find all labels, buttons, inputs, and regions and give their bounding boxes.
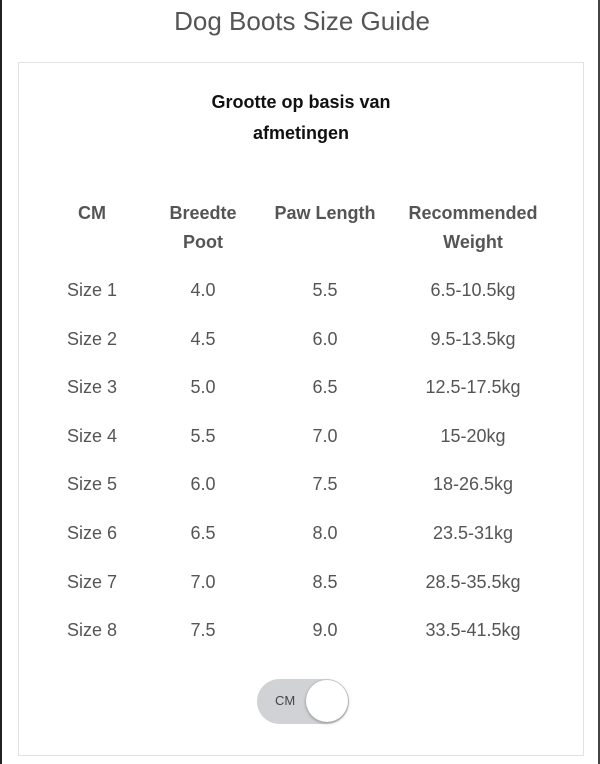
column-header: Breedte Poot <box>169 199 236 257</box>
column-header-text: Weight <box>443 232 503 252</box>
table-cell: 7.0 <box>312 425 338 446</box>
table-cell: 4.5 <box>190 328 216 349</box>
table-cell: 9.5-13.5kg <box>430 328 516 349</box>
size-label: Size 5 <box>66 474 118 495</box>
table-cell: 8.5 <box>312 571 338 592</box>
table-cell: 9.0 <box>312 620 338 641</box>
table-cell: 28.5-35.5kg <box>425 571 521 592</box>
unit-toggle-label: CM <box>275 693 296 708</box>
table-cell: 4.0 <box>190 280 216 300</box>
table-cell: 12.5-17.5kg <box>425 377 521 398</box>
unit-toggle[interactable]: CM <box>257 679 349 724</box>
table-cell: 6.5 <box>190 523 216 543</box>
card-title-line1: Grootte op basis van <box>211 92 391 112</box>
table-cell: 33.5-41.5kg <box>425 620 521 641</box>
column-header-text: Recommended <box>408 203 538 223</box>
toggle-knob[interactable] <box>306 680 348 722</box>
size-label: Size 7 <box>66 571 118 592</box>
size-label: Size 1 <box>66 280 118 300</box>
size-label: Size 4 <box>66 425 118 446</box>
table-cell: 6.0 <box>312 328 338 349</box>
size-label: Size 2 <box>66 328 118 349</box>
column-header: Paw Length <box>274 199 375 228</box>
table-cell: 6.0 <box>190 474 216 495</box>
size-label: Size 8 <box>66 620 118 641</box>
table-cell: 5.5 <box>190 425 216 446</box>
table-cell: 5.0 <box>190 377 216 398</box>
size-label: Size 6 <box>66 523 118 543</box>
card-title: Grootte op basis van afmetingen <box>19 87 583 149</box>
table-cell: 7.5 <box>190 620 216 641</box>
table-cell: 18-26.5kg <box>432 474 514 495</box>
column-header-text: Breedte <box>169 203 237 223</box>
table-cell: 6.5 <box>312 377 338 398</box>
column-header-text: Paw Length <box>274 203 376 223</box>
page-title: Dog Boots Size Guide <box>174 6 430 36</box>
card-title-line2: afmetingen <box>252 123 349 143</box>
table-cell: 15-20kg <box>440 425 506 446</box>
table-cell: 23.5-31kg <box>432 523 514 543</box>
size-guide-card: Grootte op basis van afmetingen CM Breedt… <box>18 62 584 756</box>
column-header: CM <box>78 199 106 228</box>
table-cell: 7.0 <box>190 571 216 592</box>
column-header-text: CM <box>78 203 106 223</box>
table-cell: 7.5 <box>312 474 338 495</box>
size-label: Size 3 <box>66 377 118 398</box>
table-cell: 5.5 <box>312 280 338 300</box>
table-cell: 8.0 <box>312 523 338 543</box>
column-header: Recommended Weight <box>408 199 537 257</box>
column-header-text: Poot <box>183 232 223 252</box>
table-cell: 6.5-10.5kg <box>430 280 516 300</box>
